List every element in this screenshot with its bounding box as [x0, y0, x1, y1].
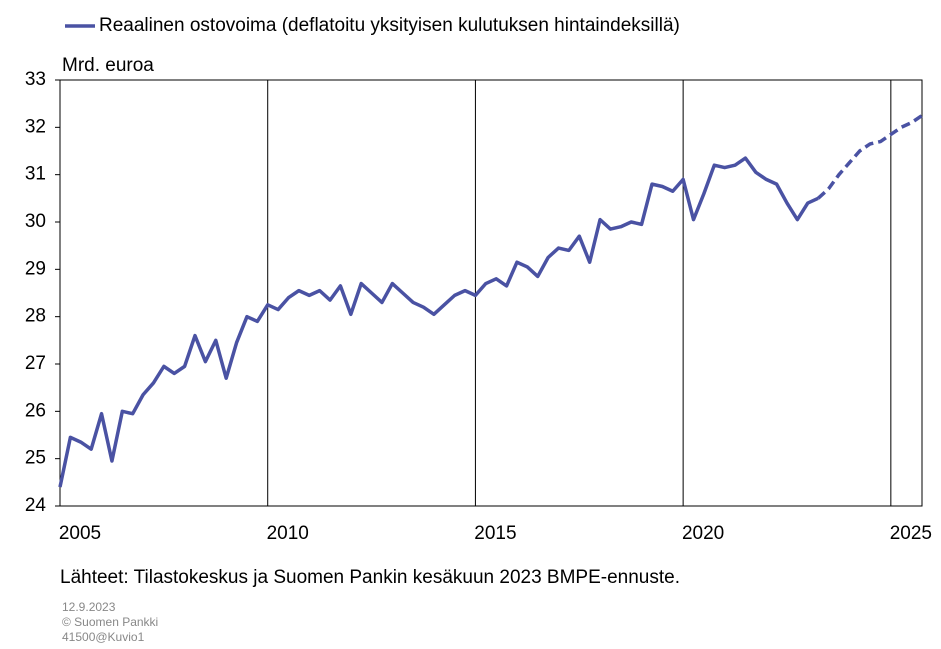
y-tick-label: 26 [25, 400, 46, 421]
x-tick-label: 2025 [890, 523, 932, 544]
y-tick-label: 30 [25, 211, 46, 232]
y-tick-label: 28 [25, 306, 46, 327]
footer-id: 41500@Kuvio1 [62, 630, 145, 644]
y-tick-label: 33 [25, 69, 46, 90]
footer-copyright: © Suomen Pankki [62, 615, 158, 629]
y-tick-label: 32 [25, 116, 46, 137]
x-tick-label: 2010 [267, 523, 309, 544]
plot-frame [59, 79, 923, 507]
x-tick-label: 2015 [474, 523, 516, 544]
y-axis-label: Mrd. euroa [62, 55, 154, 76]
y-tick-label: 29 [25, 258, 46, 279]
y-tick-label: 31 [25, 164, 46, 185]
source: Lähteet: Tilastokeskus ja Suomen Pankin … [60, 567, 680, 588]
y-tick-label: 24 [25, 495, 47, 516]
data-line [58, 156, 819, 488]
x-tick-label: 2005 [59, 523, 101, 544]
footer-date: 12.9.2023 [62, 600, 116, 614]
forecast-line [816, 114, 923, 200]
legend-label: Reaalinen ostovoima (deflatoitu yksityis… [99, 15, 680, 36]
x-tick-label: 2020 [682, 523, 724, 544]
y-tick-label: 25 [25, 448, 46, 469]
y-tick-label: 27 [25, 353, 46, 374]
